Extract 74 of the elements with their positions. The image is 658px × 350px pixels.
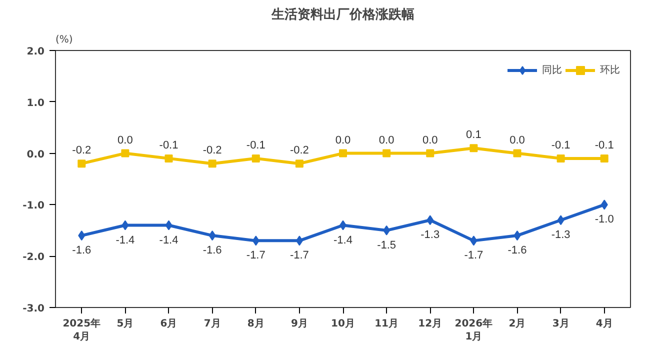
point: [600, 154, 608, 162]
x-tick-label: 10月: [331, 318, 355, 330]
x-tick-label: 3月: [552, 318, 570, 330]
y-tick-label: 1.0: [26, 98, 45, 109]
data-label: -0.1: [246, 139, 266, 152]
x-tick-label: 2月: [508, 318, 526, 330]
data-label: -1.7: [290, 250, 309, 262]
point: [513, 149, 522, 158]
point: [208, 230, 216, 241]
data-label: -1.6: [202, 244, 222, 257]
data-label: 0.0: [378, 134, 394, 146]
point: [426, 149, 434, 158]
x-tick-label: 2026年 1月: [454, 318, 493, 343]
point: [78, 230, 86, 241]
data-label: -0.1: [551, 139, 570, 152]
data-label: -0.1: [594, 139, 614, 152]
point: [252, 236, 260, 246]
x-tick-label: 5月: [116, 318, 134, 330]
point: [382, 149, 391, 158]
data-label: -1.5: [377, 239, 396, 252]
data-label: -1.3: [420, 229, 440, 242]
data-label: -1.6: [508, 244, 527, 257]
data-label: -1.3: [551, 229, 570, 242]
chart-title: 生活资料出厂价格涨跌幅: [270, 8, 414, 22]
data-label: -1.7: [464, 250, 484, 262]
x-tick-label: 11月: [374, 318, 399, 330]
point: [78, 160, 86, 168]
data-label: -0.2: [290, 144, 309, 157]
x-tick-label: 7月: [204, 318, 221, 330]
point: [383, 225, 390, 236]
point: [557, 215, 564, 226]
point: [164, 154, 173, 162]
data-label: -1.4: [159, 234, 178, 246]
point: [252, 154, 260, 162]
y-tick-label: -3.0: [22, 304, 45, 314]
y-axis-title: (%): [56, 34, 73, 46]
y-tick-label: -2.0: [22, 252, 45, 264]
y-tick-label: -1.0: [22, 200, 45, 212]
point: [295, 160, 304, 168]
point: [556, 154, 565, 162]
x-tick-label: 2025年 4月: [62, 318, 101, 343]
data-label: -0.1: [159, 139, 178, 152]
x-tick-label: 8月: [247, 318, 264, 330]
point: [339, 149, 347, 158]
data-label: 0.0: [510, 134, 525, 146]
legend-label: 环比: [600, 64, 620, 77]
legend-label: 同比: [542, 64, 562, 77]
point: [122, 220, 129, 230]
point: [165, 220, 172, 230]
data-label: 0.0: [335, 134, 351, 146]
x-tick-label: 12月: [418, 318, 442, 330]
point: [514, 230, 521, 241]
data-label: -1.7: [246, 250, 266, 262]
x-tick-label: 9月: [290, 318, 308, 330]
point: [470, 236, 478, 246]
point: [208, 160, 216, 168]
x-tick-label: 4月: [596, 318, 613, 330]
data-label: 0.0: [118, 134, 133, 146]
point: [296, 236, 303, 246]
point: [470, 144, 478, 152]
data-label: -0.2: [202, 144, 222, 157]
data-label: -1.0: [594, 214, 614, 226]
point: [121, 149, 130, 158]
data-label: -1.4: [334, 234, 352, 246]
x-tick-label: 6月: [160, 318, 178, 330]
data-label: 0.0: [422, 134, 438, 146]
data-label: -1.6: [72, 244, 92, 257]
y-tick-label: 0.0: [26, 149, 45, 160]
y-tick-label: 2.0: [26, 46, 45, 58]
data-label: -1.4: [116, 234, 135, 246]
point: [600, 200, 608, 210]
point: [426, 215, 434, 226]
data-label: 0.1: [466, 129, 482, 142]
data-label: -0.2: [72, 144, 92, 157]
